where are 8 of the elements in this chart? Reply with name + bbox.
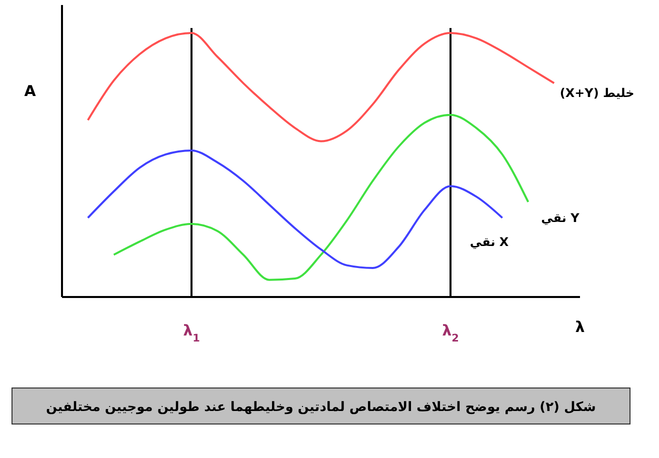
x-axis-title: λ bbox=[575, 318, 586, 336]
x-tick-label: λ$_{1}$ bbox=[183, 322, 200, 345]
y-axis-title: A bbox=[24, 82, 36, 100]
series-label: Y نقي bbox=[541, 210, 580, 225]
x-tick-label: λ$_{2}$ bbox=[442, 322, 459, 345]
series-label: خليط (X+Y) bbox=[560, 86, 634, 100]
series-label: X نقي bbox=[470, 234, 510, 249]
text: شكل (٢) رسم يوضح اختلاف الامتصاص لمادتين وخليطهما عند طولين موجيين مختلفين bbox=[46, 400, 596, 415]
